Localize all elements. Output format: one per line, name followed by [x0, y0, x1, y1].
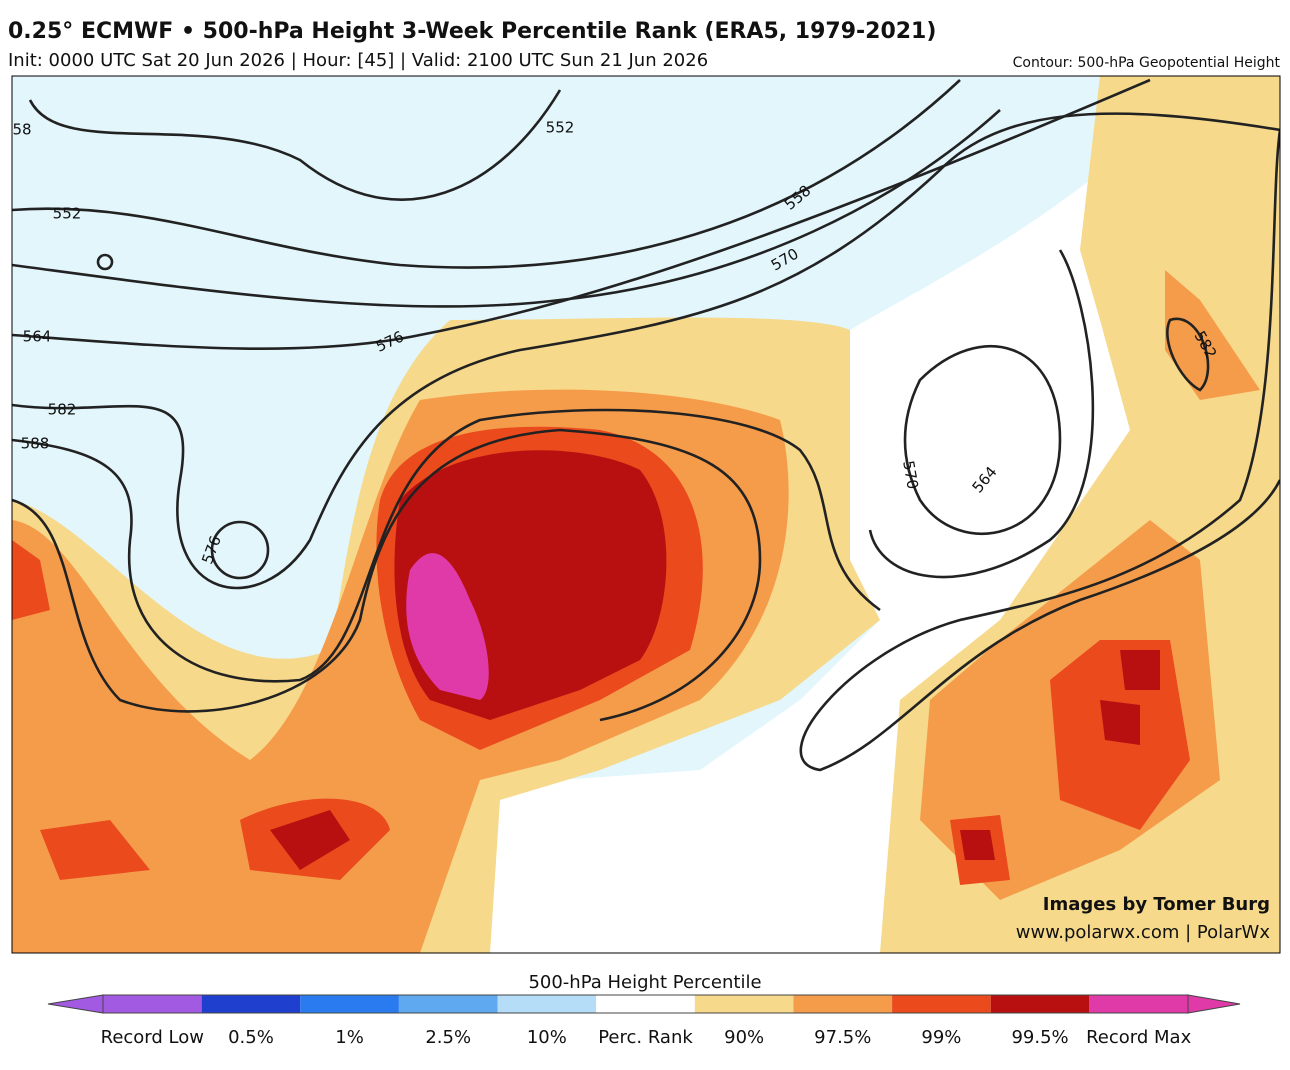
colorbar-segment — [497, 995, 597, 1013]
contour-label: 582 — [48, 401, 77, 419]
colorbar-frame — [102, 994, 1189, 1014]
contour-label: 588 — [21, 435, 50, 453]
map-frame — [11, 75, 1281, 954]
colorbar-segment — [398, 995, 498, 1013]
colorbar-label: Perc. Rank — [598, 1027, 693, 1048]
colorbar-segment — [990, 995, 1090, 1013]
contour-note: Contour: 500-hPa Geopotential Height — [1013, 55, 1281, 71]
colorbar-label: 1% — [335, 1027, 364, 1048]
contour-label: 58 — [12, 121, 31, 139]
title: 0.25° ECMWF • 500-hPa Height 3-Week Perc… — [8, 19, 936, 44]
colorbar-label: 99.5% — [1011, 1027, 1068, 1048]
record-max-area — [406, 553, 489, 700]
colorbar-segment — [596, 995, 695, 1013]
colorbar-label: 2.5% — [425, 1027, 471, 1048]
credit: Images by Tomer Burg — [1043, 894, 1270, 915]
colorbar-label: 97.5% — [814, 1027, 871, 1048]
contour-label: 564 — [23, 328, 52, 346]
colorbar-segment — [300, 995, 399, 1013]
colorbar-segment — [793, 995, 893, 1013]
colorbar-segment — [694, 995, 794, 1013]
colorbar-label: 90% — [724, 1027, 764, 1048]
colorbar-label: Record Low — [101, 1027, 204, 1048]
pct-97-area — [1165, 270, 1260, 400]
colorbar-label: 0.5% — [228, 1027, 274, 1048]
contour-label: 552 — [53, 205, 82, 223]
contour-label: 570 — [899, 459, 922, 490]
contour-label: 552 — [546, 119, 575, 137]
colorbar-segment — [103, 995, 202, 1013]
colorbar-label: 99% — [921, 1027, 961, 1048]
colorbar-label: 10% — [527, 1027, 567, 1048]
contours — [12, 78, 1280, 772]
colorbar-segment — [201, 995, 301, 1013]
colorbar-segment — [892, 995, 991, 1013]
colorbar-segment — [1089, 995, 1188, 1013]
credit: www.polarwx.com | PolarWx — [1016, 922, 1271, 943]
colorbar-title: 500-hPa Height Percentile — [528, 972, 761, 993]
colorbar-low-cap — [47, 994, 104, 1014]
colorbar-high-cap — [1187, 994, 1241, 1014]
subtitle: Init: 0000 UTC Sat 20 Jun 2026 | Hour: [… — [8, 50, 708, 71]
colorbar: Record Low 0.5% 1% 2.5% 10% Perc. Rank 90% 97.5… — [47, 994, 1241, 1048]
colorbar-label: Record Max — [1086, 1027, 1191, 1048]
